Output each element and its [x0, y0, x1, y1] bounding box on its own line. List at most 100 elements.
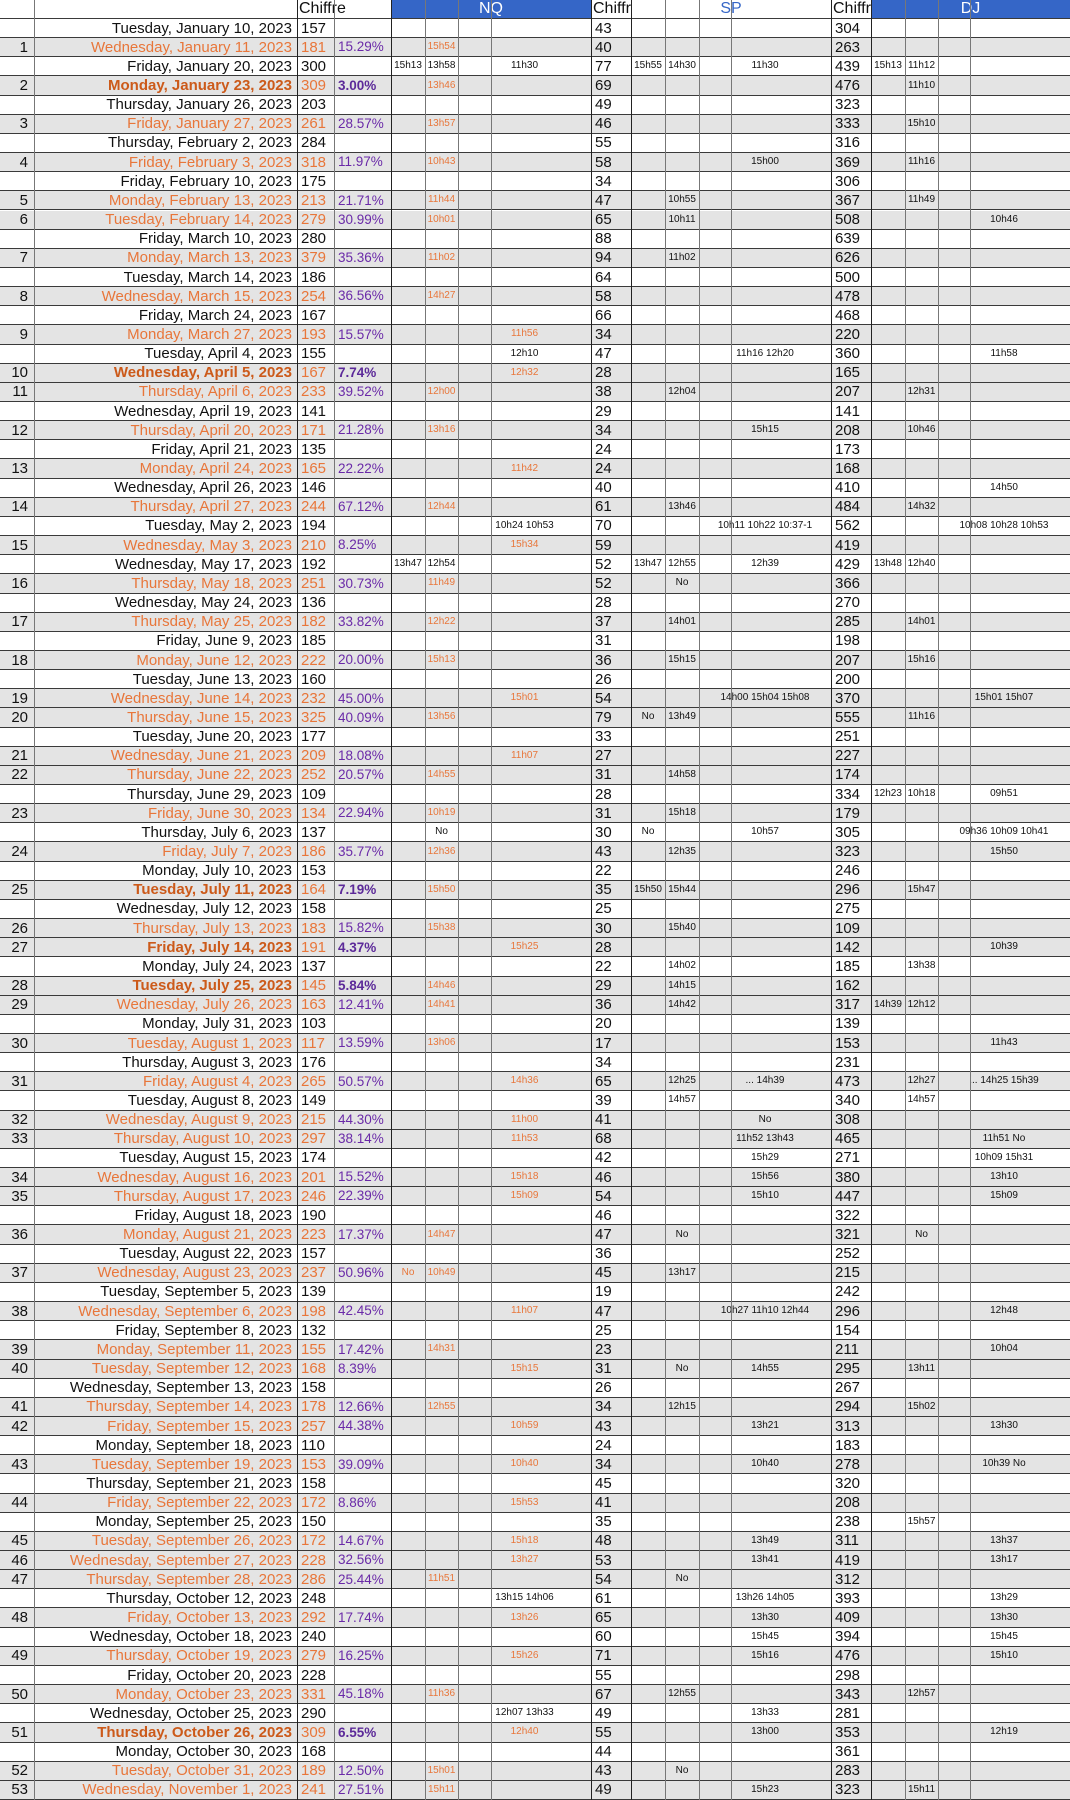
chiffre-dj-cell[interactable]: 263: [835, 38, 861, 56]
sp-time-cell[interactable]: [699, 402, 831, 420]
row-index-cell[interactable]: [0, 402, 34, 420]
sp-time-cell[interactable]: [631, 938, 665, 956]
nq-time-cell[interactable]: 10h43: [427, 156, 456, 168]
nq-time-cell[interactable]: [391, 287, 425, 305]
percent-cell[interactable]: 33.82%: [338, 613, 384, 629]
dj-time-cell[interactable]: [905, 172, 938, 190]
row-index-cell[interactable]: [0, 1743, 34, 1761]
nq-time-cell[interactable]: [391, 1187, 425, 1205]
row-index-cell[interactable]: [0, 670, 34, 688]
dj-time-cell[interactable]: [871, 766, 905, 784]
dj-time-cell[interactable]: [938, 555, 1070, 573]
row-index-cell[interactable]: 47: [11, 1570, 28, 1588]
dj-time-cell[interactable]: [938, 1494, 1070, 1512]
sp-time-cell[interactable]: [699, 708, 831, 726]
dj-time-cell[interactable]: [905, 1340, 938, 1358]
nq-time-cell[interactable]: [458, 1053, 591, 1071]
sp-time-cell[interactable]: [631, 479, 665, 497]
sp-time-cell[interactable]: [665, 115, 699, 133]
nq-time-cell[interactable]: [425, 938, 458, 956]
date-cell[interactable]: Thursday, May 25, 2023: [131, 613, 292, 631]
sp-time-cell[interactable]: 14h02: [668, 960, 696, 972]
sp-time-cell[interactable]: [631, 1417, 665, 1435]
nq-time-cell[interactable]: [458, 1340, 591, 1358]
dj-time-cell[interactable]: [938, 862, 1070, 880]
percent-cell[interactable]: 42.45%: [338, 1303, 384, 1319]
dj-time-cell[interactable]: 11h16: [907, 711, 936, 723]
sp-time-cell[interactable]: [699, 115, 831, 133]
nq-time-cell[interactable]: [391, 747, 425, 765]
chiffre-sp-cell[interactable]: 26: [595, 1379, 612, 1397]
chiffre-sp-cell[interactable]: 52: [595, 574, 612, 592]
dj-time-cell[interactable]: [938, 804, 1070, 822]
percent-cell[interactable]: 30.73%: [338, 575, 384, 591]
header-chiffre-b[interactable]: Chiffr: [593, 0, 631, 17]
date-cell[interactable]: Tuesday, August 1, 2023: [127, 1034, 292, 1052]
sp-time-cell[interactable]: [631, 364, 665, 382]
nq-time-cell[interactable]: 13h47: [394, 558, 422, 570]
percent-cell[interactable]: 8.86%: [338, 1494, 377, 1510]
date-cell[interactable]: Friday, January 27, 2023: [127, 115, 292, 133]
dj-time-cell[interactable]: [871, 1628, 905, 1646]
nq-time-cell[interactable]: [458, 1225, 591, 1243]
dj-time-cell[interactable]: [905, 747, 938, 765]
chiffre-dj-cell[interactable]: 500: [835, 268, 861, 286]
nq-time-cell[interactable]: [458, 1264, 591, 1282]
chiffre-sp-cell[interactable]: 24: [595, 440, 612, 458]
sp-time-cell[interactable]: [631, 1379, 665, 1397]
nq-time-cell[interactable]: [391, 1015, 425, 1033]
date-cell[interactable]: Thursday, August 10, 2023: [113, 1130, 292, 1148]
percent-cell[interactable]: [334, 479, 391, 497]
chiffre-sp-cell[interactable]: 69: [595, 77, 612, 94]
dj-time-cell[interactable]: [871, 1743, 905, 1761]
chiffre-sp-cell[interactable]: 55: [595, 134, 612, 152]
dj-time-cell[interactable]: 10h09 15h31: [974, 1151, 1034, 1163]
date-cell[interactable]: Wednesday, May 17, 2023: [114, 555, 292, 573]
dj-time-cell[interactable]: [938, 459, 1070, 477]
date-cell[interactable]: Monday, October 23, 2023: [115, 1685, 293, 1703]
percent-cell[interactable]: [334, 172, 391, 190]
date-cell[interactable]: Tuesday, September 12, 2023: [91, 1360, 292, 1378]
nq-time-cell[interactable]: 11h44: [427, 194, 456, 206]
dj-time-cell[interactable]: [871, 1436, 905, 1454]
nq-time-cell[interactable]: [425, 402, 458, 420]
chiffre-dj-cell[interactable]: 447: [835, 1187, 861, 1205]
chiffre-dj-cell[interactable]: 343: [835, 1685, 861, 1703]
sp-time-cell[interactable]: [631, 632, 665, 650]
date-cell[interactable]: Thursday, August 3, 2023: [122, 1053, 292, 1071]
nq-time-cell[interactable]: 11h53: [510, 1132, 539, 1144]
dj-time-cell[interactable]: [905, 268, 938, 286]
sp-time-cell[interactable]: [699, 574, 831, 592]
chiffre-nq-cell[interactable]: 164: [301, 881, 327, 899]
chiffre-sp-cell[interactable]: 45: [595, 1264, 612, 1282]
percent-cell[interactable]: [334, 134, 391, 152]
chiffre-dj-cell[interactable]: 246: [835, 862, 861, 880]
nq-time-cell[interactable]: 15h18: [510, 1534, 539, 1546]
percent-cell[interactable]: 15.82%: [338, 920, 384, 936]
chiffre-sp-cell[interactable]: 49: [595, 1781, 612, 1799]
chiffre-nq-cell[interactable]: 300: [301, 57, 327, 75]
chiffre-dj-cell[interactable]: 270: [835, 594, 861, 612]
chiffre-nq-cell[interactable]: 290: [301, 1704, 327, 1722]
chiffre-dj-cell[interactable]: 211: [835, 1340, 859, 1358]
sp-time-cell[interactable]: [631, 728, 665, 746]
row-index-cell[interactable]: [0, 96, 34, 114]
nq-time-cell[interactable]: 15h38: [427, 922, 456, 934]
sp-time-cell[interactable]: [699, 1398, 831, 1416]
dj-time-cell[interactable]: [871, 76, 905, 94]
nq-time-cell[interactable]: [458, 1513, 591, 1531]
chiffre-sp-cell[interactable]: 65: [595, 1609, 612, 1627]
nq-time-cell[interactable]: [458, 153, 591, 171]
percent-cell[interactable]: 6.55%: [338, 1724, 377, 1740]
sp-time-cell[interactable]: [631, 766, 665, 784]
sp-time-cell[interactable]: [631, 1111, 665, 1129]
chiffre-nq-cell[interactable]: 261: [301, 115, 327, 133]
row-index-cell[interactable]: [0, 1474, 34, 1492]
date-cell[interactable]: Wednesday, November 1, 2023: [82, 1781, 292, 1799]
sp-time-cell[interactable]: [665, 900, 699, 918]
row-index-cell[interactable]: 16: [11, 574, 28, 592]
dj-time-cell[interactable]: [871, 268, 905, 286]
date-cell[interactable]: Wednesday, March 15, 2023: [101, 287, 292, 305]
chiffre-sp-cell[interactable]: 31: [595, 766, 612, 784]
sp-time-cell[interactable]: [665, 1513, 699, 1531]
